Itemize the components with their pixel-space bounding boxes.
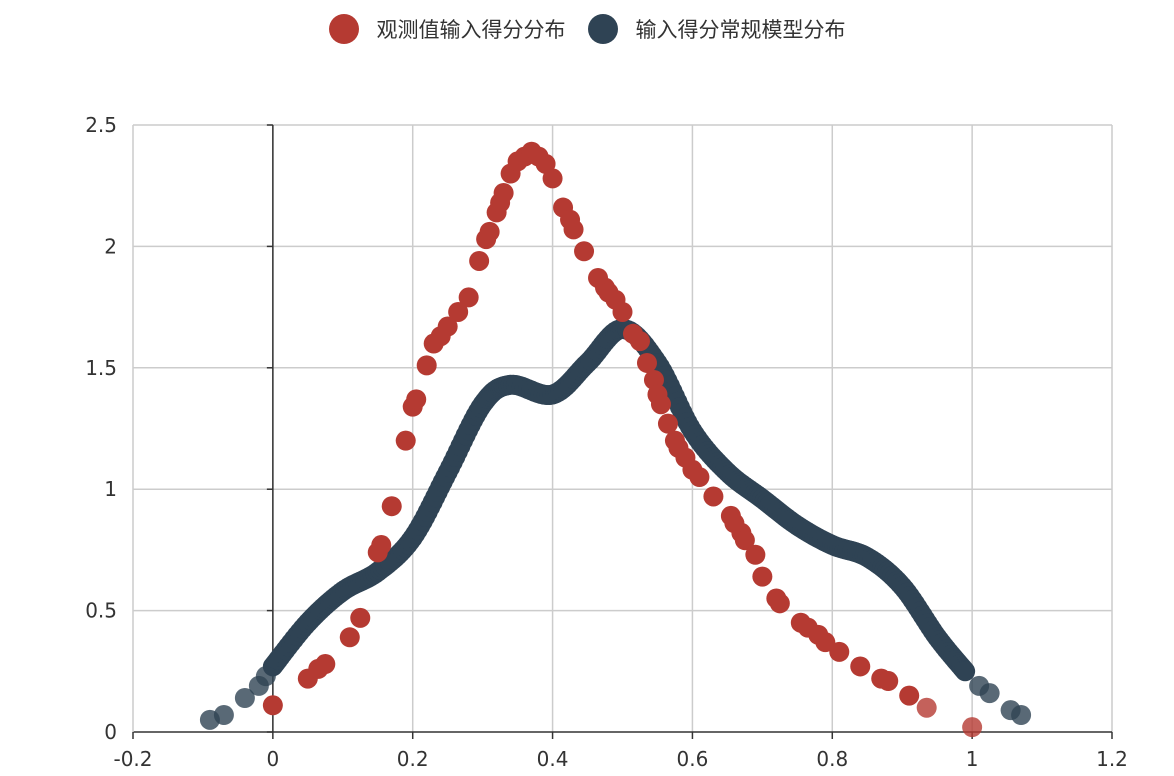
observed-point[interactable] — [469, 250, 490, 271]
axes — [132, 124, 1113, 739]
legend-marker-model — [587, 14, 618, 44]
observed-point[interactable] — [458, 287, 479, 308]
model-point[interactable] — [255, 666, 276, 687]
observed-point[interactable] — [962, 717, 983, 738]
x-tick-label: 0.4 — [537, 747, 569, 771]
observed-point[interactable] — [745, 544, 766, 565]
observed-point[interactable] — [636, 352, 657, 373]
x-tick-label: 1 — [966, 747, 979, 771]
observed-point[interactable] — [350, 607, 371, 628]
legend-item-observed[interactable]: 观测值输入得分分布 — [328, 14, 566, 44]
y-tick-label: 1.5 — [85, 356, 117, 380]
observed-point[interactable] — [262, 695, 283, 716]
observed-point[interactable] — [371, 535, 392, 556]
y-tick-label: 0.5 — [85, 599, 117, 623]
x-tick-label: -0.2 — [113, 747, 152, 771]
model-point[interactable] — [979, 683, 1000, 704]
observed-point[interactable] — [689, 467, 710, 488]
y-tick-label: 1 — [104, 477, 117, 501]
x-tick-label: 0.2 — [397, 747, 429, 771]
x-tick-label: 0 — [266, 747, 279, 771]
observed-point[interactable] — [406, 389, 427, 410]
observed-point[interactable] — [769, 593, 790, 614]
series-observed — [262, 141, 983, 738]
x-tick-label: 0.8 — [816, 747, 848, 771]
observed-point[interactable] — [563, 219, 584, 240]
model-point[interactable] — [1011, 705, 1032, 726]
observed-point[interactable] — [437, 316, 458, 337]
model-point[interactable] — [234, 688, 255, 709]
observed-point[interactable] — [752, 566, 773, 587]
y-tick-label: 2.5 — [85, 113, 117, 137]
legend-marker-observed — [328, 14, 359, 44]
observed-point[interactable] — [315, 654, 336, 675]
model-point[interactable] — [213, 705, 234, 726]
tick-labels: -0.2 0 0.2 0.4 0.6 0.8 1 1.2 0 0.5 1 1.5 2 2.5 — [85, 113, 1128, 771]
observed-point[interactable] — [657, 413, 678, 434]
observed-point[interactable] — [574, 241, 595, 262]
model-point[interactable] — [955, 661, 976, 682]
observed-point[interactable] — [829, 641, 850, 662]
observed-point[interactable] — [479, 221, 500, 242]
observed-point[interactable] — [542, 168, 563, 189]
observed-point[interactable] — [416, 355, 437, 376]
observed-point[interactable] — [650, 394, 671, 415]
grid-lines — [133, 124, 1113, 732]
x-tick-label: 1.2 — [1096, 747, 1128, 771]
observed-point[interactable] — [916, 697, 937, 718]
legend-label-model: 输入得分常规模型分布 — [635, 18, 846, 42]
observed-point[interactable] — [899, 685, 920, 706]
observed-point[interactable] — [339, 627, 360, 648]
observed-point[interactable] — [703, 486, 724, 507]
observed-point[interactable] — [395, 430, 416, 451]
observed-point[interactable] — [850, 656, 871, 677]
observed-point[interactable] — [878, 671, 899, 692]
observed-point[interactable] — [612, 301, 633, 322]
observed-point[interactable] — [448, 301, 469, 322]
observed-point[interactable] — [381, 496, 402, 517]
observed-point[interactable] — [629, 331, 650, 352]
observed-point[interactable] — [815, 632, 836, 653]
legend: 观测值输入得分分布 输入得分常规模型分布 — [0, 12, 1174, 46]
legend-label-observed: 观测值输入得分分布 — [376, 18, 566, 42]
y-tick-label: 0 — [104, 720, 117, 744]
x-tick-label: 0.6 — [677, 747, 709, 771]
observed-point[interactable] — [734, 530, 755, 551]
y-tick-label: 2 — [104, 234, 117, 258]
observed-point[interactable] — [493, 182, 514, 203]
legend-item-model[interactable]: 输入得分常规模型分布 — [587, 14, 846, 44]
series-model — [199, 318, 1032, 730]
